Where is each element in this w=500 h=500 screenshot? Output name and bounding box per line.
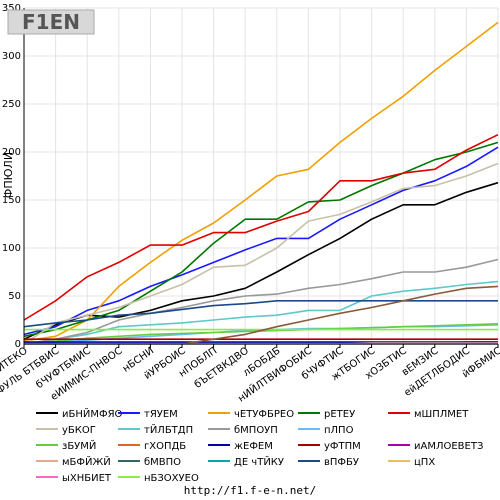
legend-label: вПФБУ	[324, 457, 359, 468]
legend-label: нБЗОХУЕО	[144, 473, 199, 484]
series-line	[23, 299, 498, 328]
legend-label: пЛПО	[324, 425, 354, 436]
legend: иБНЙМФЯО тЯУЕМ чЕТУФБРЕО рЕТЕУ мШПЛМЕТ уБКОГ т…	[36, 407, 483, 484]
legend-label: бМВПО	[144, 457, 181, 468]
legend-label: мШПЛМЕТ	[414, 409, 469, 420]
y-tick-label: 350	[2, 3, 21, 14]
legend-label: рЕТЕУ	[324, 409, 355, 420]
legend-label: тЯУЕМ	[144, 409, 178, 420]
legend-label: зБУМЙ	[62, 439, 96, 452]
series-line	[23, 258, 499, 345]
y-tick-label: 200	[2, 147, 21, 158]
legend-label: уФТПМ	[324, 441, 361, 452]
legend-label: чЕТУФБРЕО	[234, 409, 294, 420]
y-tick-label: 150	[2, 195, 21, 206]
series-line	[23, 280, 499, 345]
series-line	[23, 181, 499, 340]
logo: F1EN	[7, 9, 95, 35]
y-tick-label: 50	[8, 291, 21, 302]
legend-label: ДЕ чТЙКУ	[234, 455, 284, 468]
y-tick-label: 100	[2, 243, 21, 254]
series-line	[23, 133, 499, 321]
series-line	[23, 21, 499, 342]
legend-label: гХОПДБ	[144, 441, 186, 452]
legend-label: иАМЛОЕВЕТЗ	[414, 441, 483, 452]
logo-text: F1EN	[22, 10, 80, 34]
legend-label: ыХНБИЕТ	[62, 473, 112, 484]
legend-label: цПХ	[414, 457, 435, 468]
y-tick-label: 300	[2, 51, 21, 62]
legend-label: иБНЙМФЯО	[62, 407, 123, 420]
series-line	[23, 141, 499, 338]
legend-label: тЙЛБТДП	[144, 423, 193, 436]
legend-label: бМПОУП	[234, 425, 278, 436]
footer-url: http://f1.f-e-n.net/	[183, 484, 317, 497]
y-tick-label: 250	[2, 99, 21, 110]
series-line	[23, 162, 499, 345]
series-line	[23, 146, 499, 336]
legend-label: жЕФЕМ	[234, 441, 273, 452]
legend-label: уБКОГ	[62, 425, 96, 436]
y-axis-title: ФПЮЛИ	[2, 152, 15, 198]
y-tick-label: 0	[15, 339, 21, 350]
legend-label: мБФЙЖЙ	[62, 455, 111, 468]
